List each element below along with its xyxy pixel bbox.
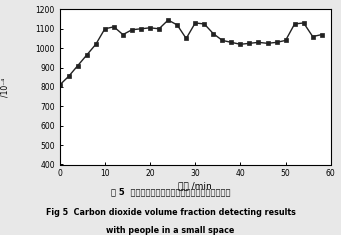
Text: Fig 5  Carbon dioxide volume fraction detecting results: Fig 5 Carbon dioxide volume fraction det… [46, 208, 295, 217]
X-axis label: 时间 /min: 时间 /min [178, 181, 212, 190]
Text: 图 5  有受试者狭小空间二氧化碳体积分数检测结果: 图 5 有受试者狭小空间二氧化碳体积分数检测结果 [111, 187, 230, 196]
Text: 二氧化碳体积分数
/10⁻⁴: 二氧化碳体积分数 /10⁻⁴ [0, 68, 10, 106]
Text: with people in a small space: with people in a small space [106, 226, 235, 235]
